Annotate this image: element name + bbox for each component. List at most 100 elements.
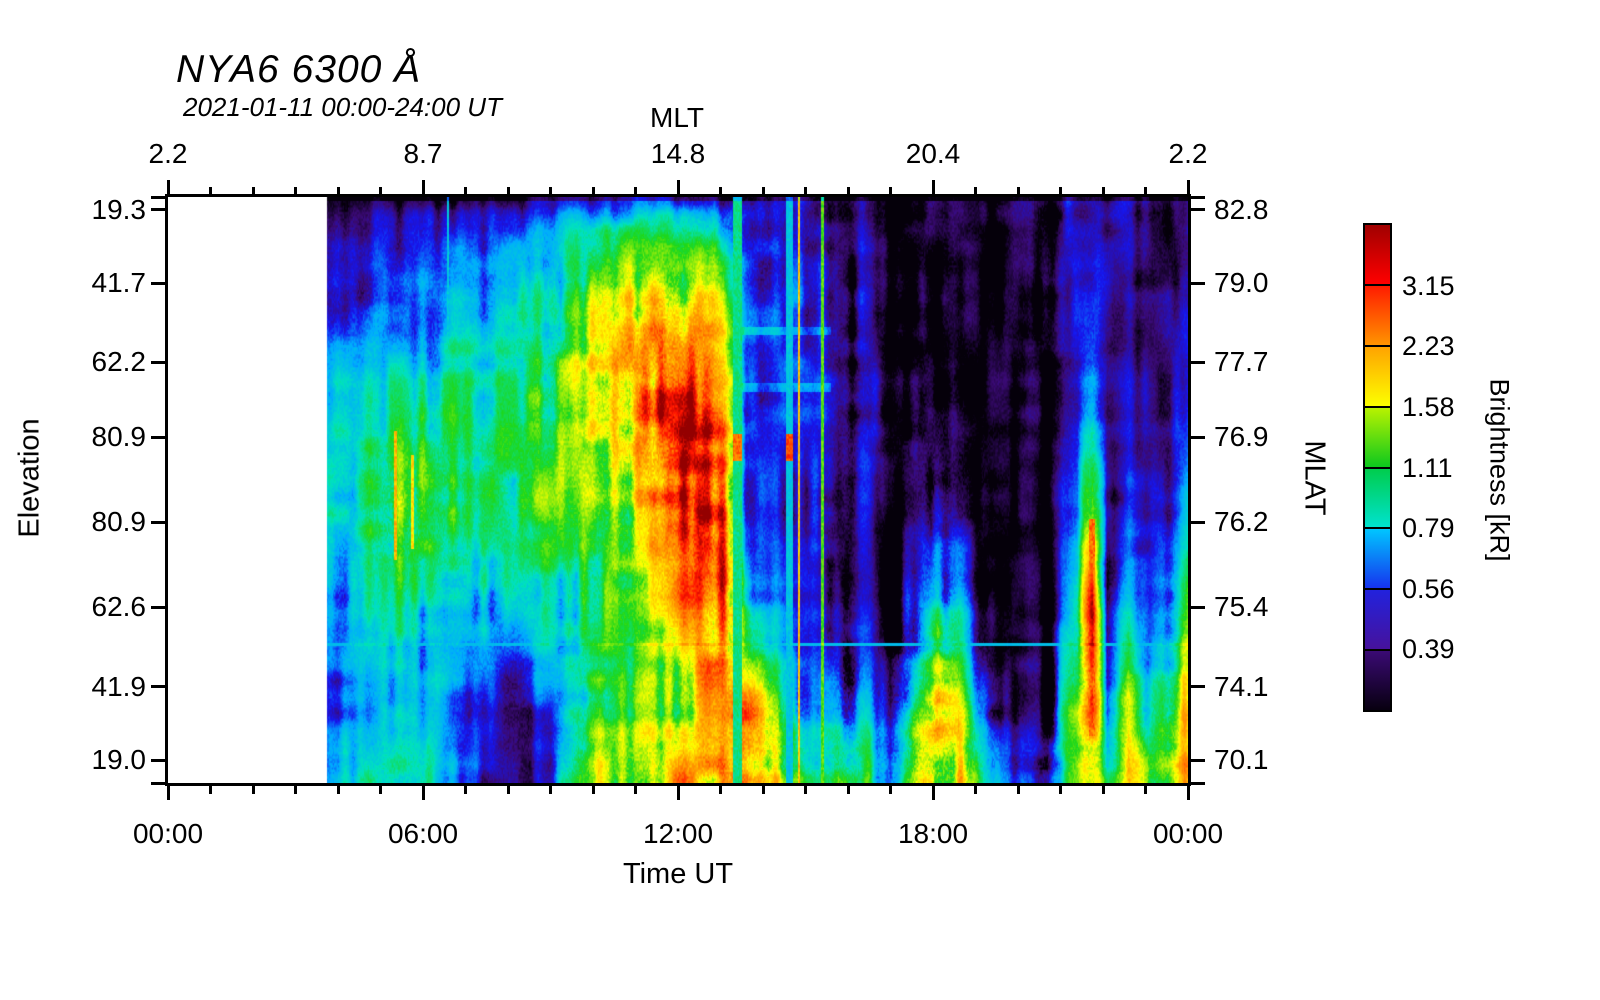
right-axis-tick	[1191, 435, 1205, 439]
figure-title: NYA6 6300 Å	[176, 48, 422, 91]
right-axis-title: MLAT	[1298, 440, 1331, 516]
x-axis-minor-tick	[1016, 786, 1020, 794]
colorbar-tick-label: 0.56	[1402, 573, 1455, 604]
x-axis-tick-label: 18:00	[897, 818, 969, 849]
left-axis-tick-label: 19.0	[91, 744, 147, 776]
left-axis-corner-tick	[151, 781, 165, 785]
top-axis-minor-tick	[1016, 187, 1020, 194]
x-axis-tick-label: 00:00	[1152, 818, 1224, 849]
left-axis-corner-tick	[151, 195, 165, 199]
left-axis-tick	[151, 685, 165, 689]
top-axis-minor-tick	[506, 187, 510, 194]
top-axis-minor-tick	[974, 187, 977, 194]
top-axis-major-tick	[1186, 180, 1190, 194]
top-axis-major-tick	[676, 180, 680, 194]
x-axis-minor-tick	[506, 786, 510, 794]
colorbar-tick-label: 0.39	[1402, 634, 1455, 665]
right-axis-tick-label: 79.0	[1214, 267, 1269, 299]
right-axis-tick	[1191, 281, 1205, 285]
top-axis-minor-tick	[464, 187, 467, 194]
x-axis-minor-tick	[1144, 786, 1147, 794]
left-axis-tick-label: 41.9	[91, 670, 147, 702]
top-axis-minor-tick	[294, 187, 297, 194]
x-axis-major-tick	[676, 786, 680, 800]
colorbar-segment-2	[1365, 346, 1390, 408]
top-axis-minor-tick	[804, 187, 807, 194]
colorbar-tick-label: 1.58	[1402, 391, 1455, 422]
top-axis-minor-tick	[889, 187, 892, 194]
x-axis-tick-label: 12:00	[642, 818, 714, 849]
right-axis-corner-tick	[1191, 195, 1205, 199]
top-axis-minor-tick	[761, 187, 765, 194]
top-axis-minor-tick	[251, 187, 255, 194]
colorbar-segment-7	[1365, 651, 1390, 710]
top-axis-minor-tick	[379, 187, 382, 194]
right-axis-tick	[1191, 605, 1205, 609]
plot-frame	[165, 194, 1191, 786]
right-axis-tick-label: 77.7	[1214, 346, 1269, 378]
left-axis-tick	[151, 605, 165, 609]
colorbar-segment-1	[1365, 285, 1390, 347]
left-axis-tick	[151, 520, 165, 524]
x-axis-major-tick	[421, 786, 425, 800]
colorbar-tick-label: 1.11	[1402, 452, 1453, 483]
top-axis-tick-label: 20.4	[905, 138, 961, 169]
right-axis-tick	[1191, 208, 1205, 212]
left-axis-tick	[151, 360, 165, 364]
x-axis-minor-tick	[889, 786, 892, 794]
top-axis-minor-tick	[634, 187, 637, 194]
left-axis-tick-label: 80.9	[91, 506, 147, 538]
x-axis-minor-tick	[1059, 786, 1062, 794]
top-axis-minor-tick	[846, 187, 850, 194]
top-axis-title-mlt: MLT	[650, 102, 704, 133]
right-axis-corner-tick	[1191, 781, 1205, 785]
colorbar-segment-3	[1365, 407, 1390, 469]
colorbar-segment-4	[1365, 468, 1390, 530]
x-axis-minor-tick	[846, 786, 850, 794]
top-axis-minor-tick	[549, 187, 552, 194]
right-axis-tick-label: 76.9	[1214, 421, 1269, 453]
colorbar-segment-6	[1365, 590, 1390, 652]
x-axis-minor-tick	[634, 786, 637, 794]
colorbar-tick-label: 0.79	[1402, 513, 1455, 544]
x-axis-minor-tick	[464, 786, 467, 794]
right-axis-tick	[1191, 758, 1205, 762]
left-axis-tick	[151, 435, 165, 439]
colorbar-tick-label: 3.15	[1402, 270, 1455, 301]
colorbar-segment-5	[1365, 529, 1390, 591]
colorbar-tick-label: 2.23	[1402, 331, 1455, 362]
top-axis-minor-tick	[1101, 187, 1105, 194]
x-axis-major-tick	[166, 786, 170, 800]
left-axis-tick-label: 80.9	[91, 421, 147, 453]
left-axis-tick	[151, 208, 165, 212]
x-axis-minor-tick	[209, 786, 212, 794]
x-axis-minor-tick	[336, 786, 340, 794]
top-axis-tick-label: 8.7	[403, 138, 443, 169]
colorbar-title: Brightness [kR]	[1484, 378, 1515, 562]
x-axis-minor-tick	[1101, 786, 1105, 794]
left-axis-tick-label: 62.6	[91, 591, 147, 623]
left-axis-tick	[151, 281, 165, 285]
right-axis-tick	[1191, 520, 1205, 524]
x-axis-major-tick	[931, 786, 935, 800]
x-axis-title: Time UT	[622, 858, 734, 890]
top-axis-minor-tick	[336, 187, 340, 194]
right-axis-tick-label: 75.4	[1214, 591, 1269, 623]
figure-subtitle: 2021-01-11 00:00-24:00 UT	[183, 92, 502, 122]
x-axis-minor-tick	[549, 786, 552, 794]
x-axis-minor-tick	[974, 786, 977, 794]
x-axis-minor-tick	[379, 786, 382, 794]
left-axis-tick-label: 19.3	[91, 193, 147, 225]
left-axis-title: Elevation	[13, 418, 46, 538]
top-axis-tick-label: 2.2	[1168, 138, 1208, 169]
right-axis-tick-label: 76.2	[1214, 506, 1269, 538]
left-axis-tick-label: 41.7	[91, 267, 147, 299]
x-axis-minor-tick	[804, 786, 807, 794]
x-axis-minor-tick	[591, 786, 595, 794]
top-axis-major-tick	[931, 180, 935, 194]
x-axis-minor-tick	[294, 786, 297, 794]
keogram-heatmap	[168, 197, 1188, 783]
top-axis-major-tick	[421, 180, 425, 194]
left-axis-tick-label: 62.2	[91, 346, 147, 378]
